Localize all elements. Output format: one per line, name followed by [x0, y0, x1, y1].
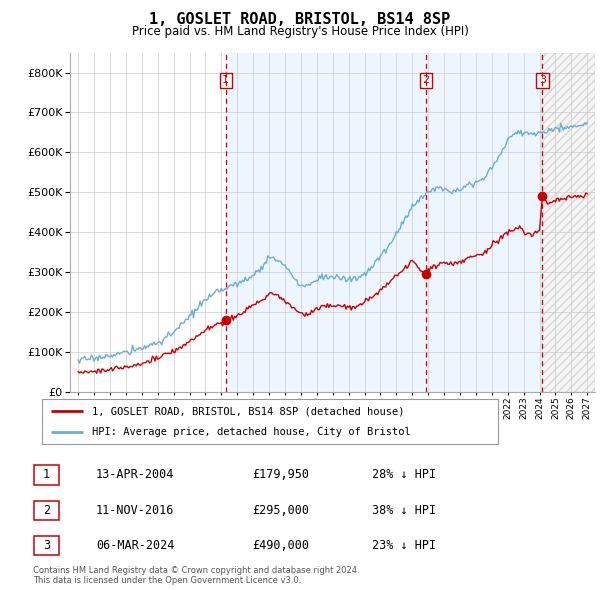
Text: 06-MAR-2024: 06-MAR-2024 — [96, 539, 175, 552]
Text: 38% ↓ HPI: 38% ↓ HPI — [372, 504, 436, 517]
FancyBboxPatch shape — [34, 466, 59, 484]
FancyBboxPatch shape — [34, 501, 59, 520]
Text: 3: 3 — [43, 539, 50, 552]
Text: 3: 3 — [539, 76, 546, 86]
Text: £295,000: £295,000 — [252, 504, 309, 517]
Text: 1, GOSLET ROAD, BRISTOL, BS14 8SP (detached house): 1, GOSLET ROAD, BRISTOL, BS14 8SP (detac… — [92, 407, 404, 417]
Text: 2: 2 — [43, 504, 50, 517]
Text: HPI: Average price, detached house, City of Bristol: HPI: Average price, detached house, City… — [92, 427, 411, 437]
Text: Price paid vs. HM Land Registry's House Price Index (HPI): Price paid vs. HM Land Registry's House … — [131, 25, 469, 38]
Text: 1, GOSLET ROAD, BRISTOL, BS14 8SP: 1, GOSLET ROAD, BRISTOL, BS14 8SP — [149, 12, 451, 27]
Text: £179,950: £179,950 — [252, 468, 309, 481]
Bar — [542, 53, 595, 392]
FancyBboxPatch shape — [42, 399, 498, 444]
Text: 23% ↓ HPI: 23% ↓ HPI — [372, 539, 436, 552]
Text: 1: 1 — [222, 76, 229, 86]
Text: 2: 2 — [422, 76, 430, 86]
Text: 11-NOV-2016: 11-NOV-2016 — [96, 504, 175, 517]
Text: 13-APR-2004: 13-APR-2004 — [96, 468, 175, 481]
Bar — [226, 53, 542, 392]
Text: 28% ↓ HPI: 28% ↓ HPI — [372, 468, 436, 481]
FancyBboxPatch shape — [34, 536, 59, 555]
Text: £490,000: £490,000 — [252, 539, 309, 552]
Text: Contains HM Land Registry data © Crown copyright and database right 2024.
This d: Contains HM Land Registry data © Crown c… — [33, 566, 359, 585]
Text: 1: 1 — [43, 468, 50, 481]
